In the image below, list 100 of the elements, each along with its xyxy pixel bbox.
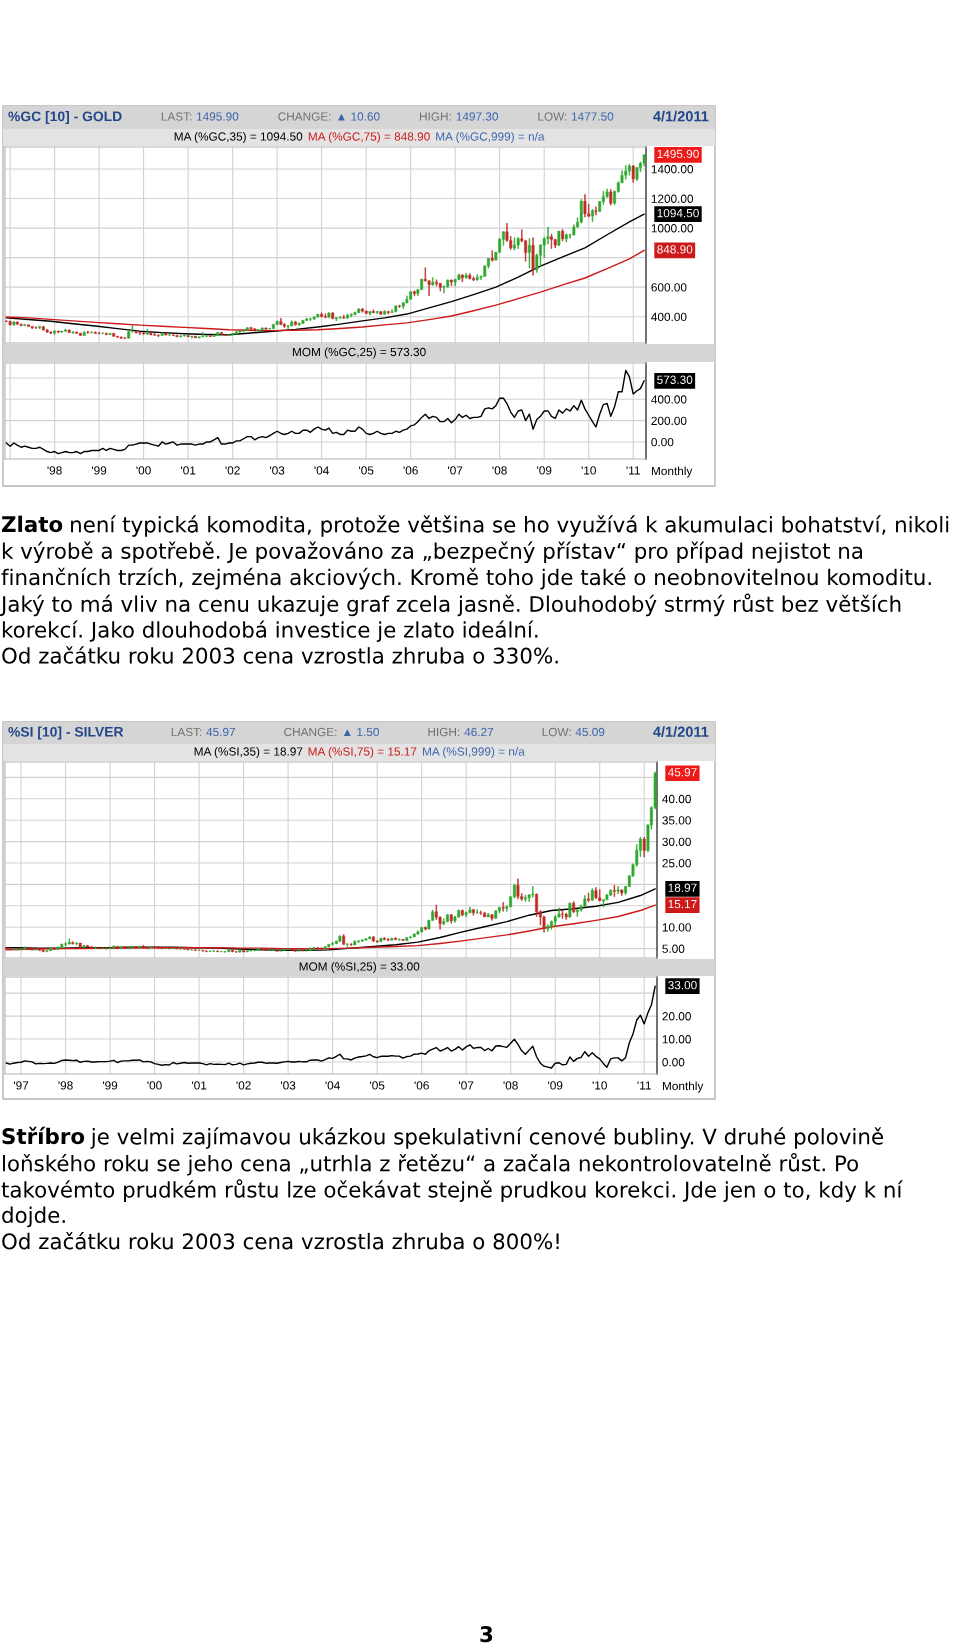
candlestick [104, 332, 108, 336]
candlestick [479, 910, 483, 916]
x-tick-label: '98 [47, 466, 62, 475]
x-tick-label: '11 [626, 466, 640, 475]
candlestick [424, 926, 427, 931]
candlestick [97, 332, 101, 335]
candlestick [531, 886, 535, 898]
y-tick-label: 35.00 [662, 816, 691, 825]
candlestick [138, 332, 142, 336]
candlestick [123, 946, 127, 949]
candlestick [420, 926, 424, 933]
candlestick [190, 335, 194, 339]
candlestick [45, 329, 49, 333]
candlestick [205, 334, 208, 338]
chart-title: MOM (%SI,25) = 33.00 [299, 962, 420, 973]
candlestick [616, 886, 620, 895]
candlestick [93, 331, 97, 334]
candlestick [219, 950, 223, 953]
candlestick [460, 909, 464, 917]
candlestick [41, 325, 45, 331]
candlestick [334, 317, 338, 321]
candlestick [323, 946, 327, 949]
annotation: 1495.90 [657, 149, 699, 159]
x-tick-label: '06 [403, 466, 418, 475]
candlestick [409, 935, 412, 939]
text: finančních trzích, zejména akciových. Kromě toho jde také o neobnovitelnou komoditu. [1, 567, 931, 590]
candlestick [253, 328, 257, 332]
y-tick-label: 40.00 [662, 794, 691, 804]
candlestick [346, 313, 349, 319]
x-tick-label: '09 [537, 466, 552, 475]
candlestick [449, 914, 453, 924]
candlestick [138, 945, 142, 949]
candlestick [557, 230, 561, 247]
candlestick [353, 940, 357, 946]
annotation: 1094.50 [657, 208, 699, 218]
candlestick [523, 894, 527, 902]
candlestick [268, 327, 272, 330]
candlestick [460, 274, 464, 283]
candlestick [171, 947, 175, 950]
text: Stříbro je velmi zajímavou ukázkou spekulativní cenové bubliny. V druhé polovině [2, 1126, 883, 1149]
candlestick [23, 946, 27, 950]
candlestick [64, 942, 68, 947]
candlestick [486, 912, 490, 918]
candlestick [349, 313, 353, 318]
candlestick [591, 208, 594, 222]
candlestick [49, 947, 53, 951]
candlestick [78, 942, 82, 949]
candlestick [579, 199, 583, 224]
candlestick [475, 274, 479, 281]
text: MA (%SI,999) = n/a [423, 747, 525, 758]
candlestick [560, 909, 564, 919]
candlestick [249, 326, 253, 330]
candlestick [186, 948, 190, 951]
candlestick [119, 336, 123, 339]
candlestick [531, 237, 535, 276]
x-tick-label: '04 [325, 1081, 340, 1090]
text: Zlato není typická komodita, protože většina se ho využívá k akumulaci bohatství, nikoli [1, 515, 949, 537]
candlestick [375, 940, 379, 943]
candlestick [472, 276, 475, 282]
text: 4/1/2011 [653, 110, 709, 122]
candlestick [271, 323, 275, 330]
candlestick [49, 331, 53, 335]
candlestick [119, 946, 123, 949]
candlestick [279, 317, 283, 325]
x-tick-label: '06 [414, 1081, 429, 1090]
candlestick [264, 327, 268, 330]
candlestick [290, 948, 294, 951]
candlestick [286, 948, 290, 951]
candlestick [60, 330, 64, 333]
candlestick [620, 889, 624, 896]
candlestick [260, 327, 264, 331]
candlestick [364, 938, 368, 941]
candlestick [134, 946, 138, 949]
candlestick [301, 319, 305, 324]
candlestick [286, 324, 290, 329]
candlestick [357, 308, 361, 314]
candlestick [390, 937, 394, 941]
candlestick [264, 948, 268, 951]
candlestick [227, 334, 231, 337]
x-tick-label: '08 [492, 466, 507, 475]
y-tick-label: 0.00 [662, 1058, 685, 1067]
candlestick [175, 334, 179, 338]
text: takovémto prudkém růstu lze očekávat stejně prudkou korekci. Jde jen o to, kdy k ní [1, 1179, 903, 1202]
x-tick-label: '11 [637, 1081, 651, 1090]
candlestick [501, 902, 505, 912]
candlestick [19, 948, 23, 951]
candlestick [179, 335, 183, 338]
candlestick [242, 950, 246, 953]
candlestick [360, 307, 364, 313]
candlestick [590, 888, 594, 901]
candlestick [449, 279, 453, 286]
candlestick [145, 328, 149, 335]
candlestick [483, 911, 486, 918]
x-tick-label: '02 [225, 466, 240, 475]
candlestick [345, 943, 349, 947]
candlestick [216, 950, 219, 953]
candlestick [75, 331, 79, 334]
candlestick [516, 878, 520, 900]
candlestick [34, 326, 38, 329]
candlestick [316, 947, 320, 950]
